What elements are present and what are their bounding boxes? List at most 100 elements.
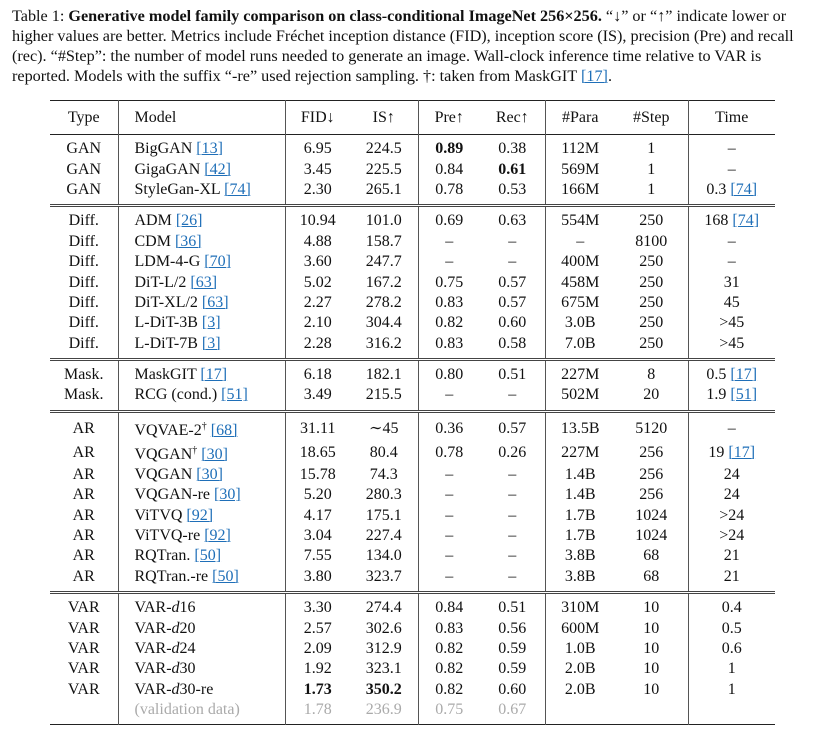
text-span: ADM (134, 212, 176, 230)
table-cell: 10 (615, 659, 689, 680)
table-cell: 0.59 (480, 659, 546, 680)
table-cell: VAR (50, 592, 119, 619)
citation[interactable]: [50] (194, 547, 222, 565)
text-span: VAR- (134, 680, 172, 698)
citation[interactable]: [17] (580, 67, 608, 85)
table-cell: ∼45 (350, 411, 419, 441)
table-cell: – (576, 232, 585, 250)
table-row: AR VQVAE-2† [68] 31.11 ∼45 0.36 0.57 13.5B 5120… (50, 411, 775, 441)
table-cell: Diff. (50, 231, 119, 252)
text-span: VAR- (134, 660, 172, 678)
citation[interactable]: [74] (732, 212, 760, 230)
table-cell: 256 (615, 464, 689, 486)
table-row: GAN GigaGAN [42] 3.45 225.5 0.84 0.61 569M 1– (50, 159, 775, 180)
text-span: 30-re (179, 680, 214, 698)
table-cell: 74.3 (350, 464, 419, 486)
table-row: Diff. CDM [36] 4.88 158.7– – –8100– (50, 231, 775, 252)
citation[interactable]: [17] (200, 366, 228, 384)
citation[interactable]: [30] (201, 445, 228, 463)
table-cell: 1.0B (564, 640, 596, 657)
table-cell: 224.5 (350, 134, 419, 160)
text-span: 30 (179, 660, 196, 678)
text-span: VAR- (134, 640, 172, 657)
table-cell: 175.1 (350, 505, 419, 526)
table-cell: 18.65 (299, 443, 336, 461)
table-cell: AR (50, 566, 119, 593)
citation[interactable]: [74] (730, 180, 758, 198)
citation[interactable]: [30] (196, 465, 223, 483)
table-cell: 0.57 (480, 411, 546, 441)
table-cell: 0.5 (721, 619, 742, 637)
table-row: AR RQTran.-re [50] 3.80 323.7– –3.8B 68 21 (50, 566, 775, 593)
table-cell: 250 (615, 292, 689, 314)
table-cell: AR (50, 411, 119, 441)
table-cell: 675M (561, 293, 600, 311)
citation[interactable]: [51] (730, 386, 758, 404)
table-cell: 0.63 (480, 205, 546, 232)
table-cell (50, 699, 119, 725)
citation[interactable]: [70] (204, 253, 231, 271)
table-row: GAN StyleGan-XL [74] 2.30 265.1 0.78 0.53 166M… (50, 179, 775, 206)
table-cell: 3.80 (303, 567, 332, 585)
citation[interactable]: [42] (204, 160, 231, 178)
citation[interactable]: [92] (186, 506, 214, 524)
table-row: AR RQTran. [50] 7.55 134.0– –3.8B 68 21 (50, 546, 775, 567)
table-cell: 227M (561, 443, 600, 461)
table-cell: 250 (615, 205, 689, 232)
table-cell: GAN (50, 179, 119, 206)
table-cell: 312.9 (350, 638, 419, 660)
table-cell: 0.53 (480, 179, 546, 206)
table-cell: 0.82 (435, 680, 464, 698)
citation[interactable]: [13] (196, 140, 223, 158)
text-span: d (171, 660, 180, 678)
text-span: DiT-XL/2 (134, 293, 202, 311)
table-cell: 112M (561, 140, 600, 158)
citation[interactable]: [92] (204, 527, 231, 545)
table-cell: 0.3 [74] (688, 180, 775, 206)
table-row: Diff. L-DiT-3B [3] 2.10 304.4 0.82 0.60 3.0B 25… (50, 313, 775, 334)
table-row: VAR VAR-d16 3.30 274.4 0.84 0.51 310M 10 0.4 (50, 592, 775, 619)
citation[interactable]: [3] (201, 334, 221, 352)
table-cell: 24 (723, 486, 740, 504)
citation[interactable]: [68] (210, 421, 238, 439)
table-cell: VAR-d20 (118, 618, 286, 639)
table-cell: 400M (561, 253, 600, 271)
table-cell: 1.4B (564, 465, 596, 483)
table-cell: 256 (615, 485, 689, 506)
table-row: AR VQGAN [30] 15.78 74.3– –1.4B 256 24 (50, 464, 775, 486)
row-group: VAR VAR-d16 3.30 274.4 0.84 0.51 310M 10 0.4 VAR V… (50, 592, 775, 725)
column-header: Pre↑ (434, 108, 464, 126)
citation[interactable]: [63] (201, 293, 229, 311)
citation[interactable]: [26] (175, 212, 203, 230)
table-cell: RCG (cond.) [51] (118, 385, 286, 412)
citation[interactable]: [17] (730, 366, 758, 384)
table-cell: 0.78 (435, 180, 464, 198)
citation[interactable]: [3] (201, 314, 221, 332)
table-cell: – (480, 505, 546, 526)
table-cell: 250 (615, 272, 689, 293)
citation[interactable]: [17] (728, 443, 756, 461)
table-cell: AR (50, 464, 119, 486)
citation[interactable]: [74] (224, 180, 251, 198)
table-cell: BigGAN [13] (118, 134, 286, 160)
text-span: Generative model family comparison on cl… (68, 7, 602, 25)
table-row: AR ViTVQ-re [92] 3.04 227.4– –1.7B 1024 >24 (50, 525, 775, 547)
table-cell: – (445, 527, 454, 545)
citation[interactable]: [63] (190, 273, 218, 291)
citation[interactable]: [50] (212, 567, 239, 585)
table-row: Mask. RCG (cond.) [51] 3.49 215.5– –502M 20 1.… (50, 385, 775, 412)
table-cell: Diff. (50, 205, 119, 232)
table-row: Diff. DiT-XL/2 [63] 2.27 278.2 0.83 0.57 675M 2… (50, 292, 775, 314)
table-cell: – (480, 464, 546, 486)
table-cell: 2.0B (564, 680, 596, 698)
citation[interactable]: [30] (214, 486, 241, 504)
row-group: Mask. MaskGIT [17] 6.18 182.1 0.80 0.51 227M 8 0… (50, 359, 775, 412)
table-cell: 3.8B (564, 567, 596, 585)
citation[interactable]: [51] (221, 386, 248, 404)
text-span: 24 (179, 640, 196, 657)
citation[interactable]: [36] (174, 232, 202, 250)
table-row: VAR VAR-d20 2.57 302.6 0.83 0.56 600M 10 0.5 (50, 618, 775, 639)
table-cell: 10 (615, 592, 689, 619)
table-cell: 3.30 (303, 599, 332, 617)
